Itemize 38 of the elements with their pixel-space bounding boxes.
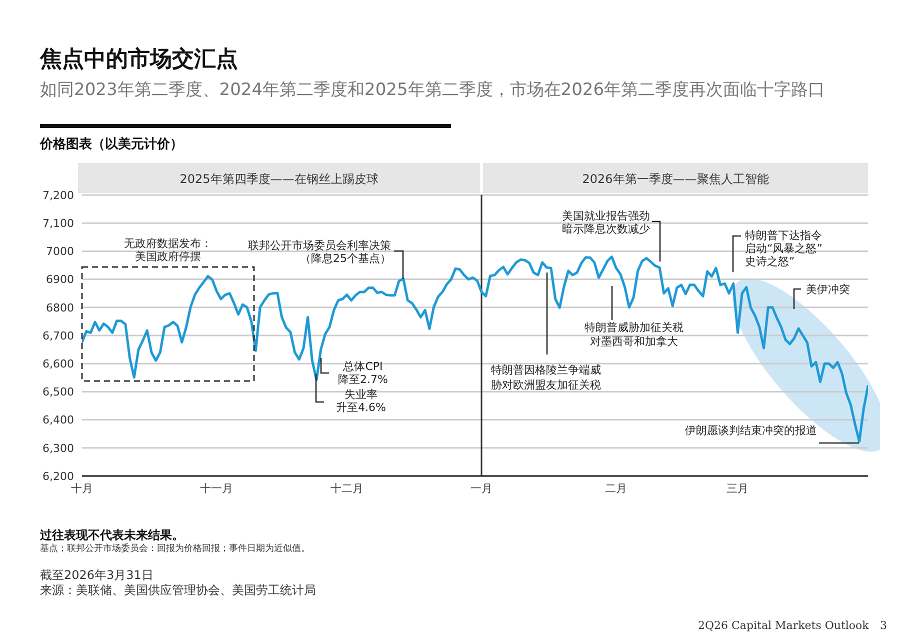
annotation: 无政府数据发布：美国政府停摆 <box>124 237 212 263</box>
y-tick-label: 6,300 <box>42 442 74 455</box>
source-note: 来源：美联储、美国供应管理协会、美国劳工统计局 <box>40 582 316 599</box>
text: 截至2026年3月31日 <box>40 567 154 584</box>
y-tick-label: 7,200 <box>42 188 74 202</box>
annotation: 特朗普因格陵兰争端威胁对欧洲盟友加征关税 <box>491 364 601 392</box>
text: 基点；联邦公开市场委员会：回报为价格回报；事件日期为近似值。 <box>40 542 310 555</box>
y-tick-label: 6,600 <box>42 358 74 371</box>
x-tick-label: 十一月 <box>200 482 234 495</box>
annotation: 特朗普下达指令启动“风暴之怒”史诗之怒” <box>745 229 822 268</box>
y-tick-label: 7000 <box>46 245 74 258</box>
y-tick-label: 7,100 <box>42 217 74 230</box>
y-tick-label: 6,200 <box>42 470 74 483</box>
annotation: 总体CPI降至2.7% <box>338 360 388 386</box>
y-tick-label: 6,700 <box>42 329 74 342</box>
x-tick-label: 一月 <box>470 482 493 495</box>
annotation: 特朗普威胁加征关税对墨西哥和加拿大 <box>584 321 684 348</box>
annotation: 美伊冲突 <box>806 283 850 296</box>
y-tick-label: 6800 <box>46 301 74 314</box>
text: 3 <box>880 619 887 632</box>
text: 2026年第一季度——聚焦人工智能 <box>582 172 769 186</box>
text: 过往表现不代表未来结果。 <box>40 527 184 543</box>
annotation: 联邦公开市场委员会利率决策（降息25个基点） <box>248 239 391 265</box>
x-tick-label: 三月 <box>726 482 749 495</box>
text: 价格图表（以美元计价） <box>40 136 183 153</box>
y-tick-label: 6,500 <box>42 386 74 399</box>
chart-title: 焦点中的市场交汇点 <box>40 46 238 74</box>
annotation: 美国就业报告强劲暗示降息次数减少 <box>562 210 650 236</box>
text: 2Q26 Capital Markets Outlook <box>698 619 869 632</box>
y-tick-label: 6900 <box>46 273 74 286</box>
annotation: 失业率升至4.6% <box>336 388 386 414</box>
annotation: 伊朗愿谈判结束冲突的报道 <box>685 424 817 437</box>
chart-subtitle: 如同2023年第二季度、2024年第二季度和2025年第二季度，市场在2026年第二季度再次面临十字路口 <box>40 79 826 101</box>
x-tick-label: 二月 <box>605 482 628 495</box>
x-tick-label: 十二月 <box>330 482 364 495</box>
text: 2025年第四季度——在钢丝上踢皮球 <box>180 172 378 186</box>
y-tick-label: 6,400 <box>42 414 74 427</box>
x-tick-label: 十月 <box>71 482 93 495</box>
